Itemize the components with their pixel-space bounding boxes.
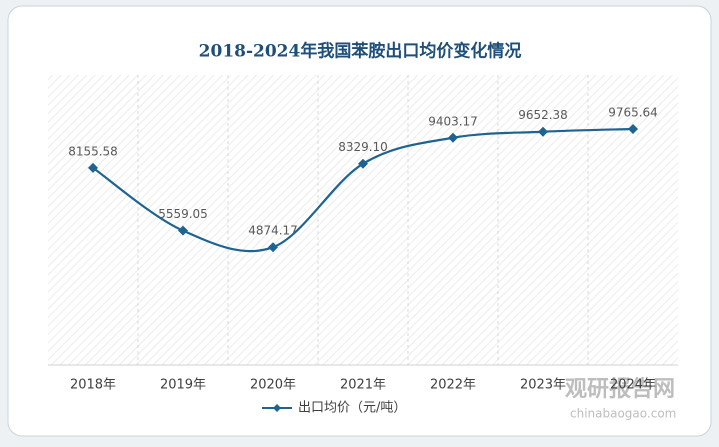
legend-marker (273, 404, 281, 412)
chart-title: 2018-2024年我国苯胺出口均价变化情况 (199, 41, 522, 62)
x-tick-label: 2019年 (160, 378, 206, 393)
data-label: 9765.64 (608, 105, 658, 119)
x-tick-label: 2024年 (610, 378, 656, 393)
marker (538, 126, 548, 137)
plot-area (48, 75, 678, 365)
data-label: 4874.17 (248, 224, 298, 238)
x-tick-label: 2018年 (70, 378, 116, 393)
marker (628, 123, 638, 134)
x-tick-label: 2020年 (250, 378, 296, 393)
x-tick-label: 2022年 (430, 378, 476, 393)
data-label: 8329.10 (338, 140, 388, 154)
marker (178, 225, 188, 236)
data-label: 9652.38 (518, 108, 568, 122)
marker (268, 242, 278, 253)
legend-label: 出口均价（元/吨） (298, 401, 406, 416)
marker (448, 132, 458, 143)
x-tick-label: 2021年 (340, 378, 386, 393)
data-label: 5559.05 (158, 207, 208, 221)
watermark-name: 观研报告网 (565, 377, 675, 402)
data-label: 8155.58 (68, 144, 118, 158)
marker (88, 162, 98, 173)
marker (358, 158, 368, 169)
watermark: 观研报告网 chinabaogao.com (565, 377, 676, 421)
data-label: 9403.17 (428, 114, 478, 128)
x-tick-label: 2023年 (520, 378, 566, 393)
watermark-url: chinabaogao.com (570, 407, 676, 421)
